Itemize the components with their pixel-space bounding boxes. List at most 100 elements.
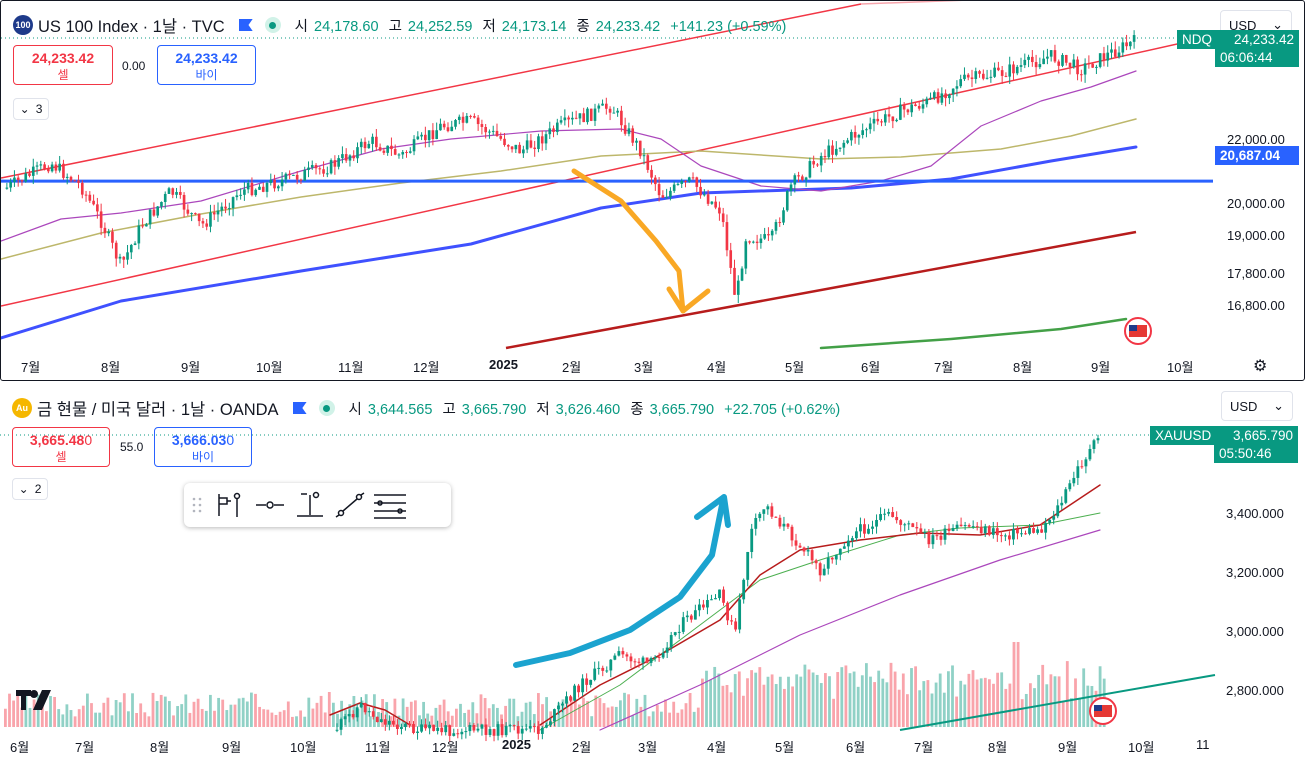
volume-bar bbox=[1029, 683, 1032, 727]
gold-candle-body bbox=[871, 526, 874, 529]
nasdaq-change: +141.23 (+0.59%) bbox=[670, 18, 787, 35]
nasdaq-candle-body bbox=[416, 136, 420, 140]
gold-buy-button[interactable]: 3,666.030 바이 bbox=[154, 427, 252, 467]
volume-bar bbox=[184, 694, 188, 727]
gold-candle-body bbox=[859, 524, 862, 532]
trend-line-tool-icon[interactable] bbox=[330, 487, 370, 523]
gold-candle-body bbox=[1024, 533, 1027, 535]
time-tick-label: 8월 bbox=[150, 740, 170, 755]
volume-bar bbox=[491, 704, 495, 727]
gold-chart-pane[interactable]: Au 금 현물 / 미국 달러 · 1날 · OANDA 시 3,644.565 … bbox=[0, 385, 1305, 762]
volume-bar bbox=[610, 706, 614, 727]
gold-countdown: 05:50:46 bbox=[1214, 444, 1298, 463]
flag-icon[interactable] bbox=[292, 402, 307, 414]
nasdaq-candle-body bbox=[921, 104, 925, 109]
time-tick-label: 3월 bbox=[638, 740, 658, 755]
ohlc-close-label: 종 bbox=[576, 18, 590, 35]
nasdaq-candle-body bbox=[842, 142, 846, 148]
nasdaq-indicators-toggle[interactable]: ⌄ 3 bbox=[13, 98, 49, 120]
settings-gear-icon[interactable]: ⚙ bbox=[1253, 358, 1268, 375]
gold-currency-select[interactable]: USD ⌄ bbox=[1221, 391, 1293, 421]
nasdaq-candle-body bbox=[774, 222, 778, 231]
volume-bar bbox=[910, 668, 913, 727]
volume-bar bbox=[40, 695, 44, 727]
gold-symbol-title[interactable]: 금 현물 / 미국 달러 · 1날 · OANDA bbox=[37, 401, 279, 419]
nasdaq-candle-body bbox=[902, 104, 906, 110]
volume-bar bbox=[668, 712, 671, 727]
volume-bar bbox=[286, 701, 290, 727]
gold-candle-body bbox=[1040, 529, 1044, 533]
nasdaq-candle-body bbox=[729, 250, 733, 268]
gold-candle-body bbox=[633, 661, 637, 663]
nasdaq-candle-body bbox=[88, 194, 92, 201]
long-position-tool-icon[interactable] bbox=[210, 487, 250, 523]
nasdaq-candle-body bbox=[718, 207, 721, 214]
time-tick-label: 11 bbox=[1196, 737, 1210, 752]
volume-bar bbox=[717, 673, 721, 727]
nasdaq-candle-body bbox=[714, 201, 717, 208]
volume-bar bbox=[307, 697, 311, 727]
tradingview-logo[interactable] bbox=[16, 690, 54, 716]
flag-icon[interactable] bbox=[238, 19, 253, 31]
nasdaq-plot-area[interactable] bbox=[1, 1, 1303, 379]
volume-bar bbox=[532, 714, 536, 727]
volume-bar bbox=[590, 716, 594, 727]
gold-plot-area[interactable] bbox=[0, 385, 1305, 762]
volume-bar bbox=[930, 693, 934, 727]
gold-indicators-toggle[interactable]: ⌄ 2 bbox=[12, 478, 48, 500]
nasdaq-candle-body bbox=[838, 147, 842, 149]
nasdaq-candle-body bbox=[163, 193, 167, 202]
vertical-range-tool-icon[interactable] bbox=[290, 487, 330, 523]
cyan-arrow bbox=[513, 502, 725, 668]
nasdaq-candle-body bbox=[767, 234, 770, 236]
gold-sell-button[interactable]: 3,665.480 셀 bbox=[12, 427, 110, 467]
gold-candle-body bbox=[734, 621, 738, 630]
nasdaq-candle-body bbox=[269, 179, 273, 183]
parallel-channel-tool-icon[interactable] bbox=[370, 487, 410, 523]
nasdaq-candle-body bbox=[393, 149, 397, 155]
horizontal-ray-tool-icon[interactable] bbox=[250, 487, 290, 523]
nasdaq-candle-body bbox=[555, 122, 559, 132]
nasdaq-candle-body bbox=[955, 86, 959, 89]
ohlc-low-value: 3,626.460 bbox=[555, 401, 621, 418]
nasdaq-candle-body bbox=[190, 213, 193, 215]
nasdaq-chart-pane[interactable]: 100 US 100 Index · 1날 · TVC 시 24,178.60 고… bbox=[0, 0, 1305, 381]
nasdaq-buy-button[interactable]: 24,233.42 바이 bbox=[157, 45, 256, 85]
volume-bar bbox=[278, 711, 282, 727]
time-tick-label: 3월 bbox=[634, 360, 654, 375]
volume-bar bbox=[578, 704, 581, 727]
volume-bar bbox=[4, 708, 7, 727]
nasdaq-candle-body bbox=[420, 134, 423, 137]
gold-candle-body bbox=[806, 550, 810, 552]
volume-bar bbox=[709, 679, 712, 727]
nasdaq-candle-body bbox=[627, 128, 631, 134]
volume-bar bbox=[405, 706, 409, 727]
gold-candle-body bbox=[714, 598, 717, 600]
gold-last-price-tag: 3,665.790 bbox=[1214, 426, 1298, 445]
nasdaq-sell-button[interactable]: 24,233.42 셀 bbox=[13, 45, 113, 85]
gold-candle-body bbox=[846, 540, 850, 547]
gold-candle-body bbox=[818, 563, 822, 576]
nasdaq-candle-body bbox=[906, 109, 910, 113]
gold-candle-body bbox=[782, 523, 786, 527]
nasdaq-candle-body bbox=[533, 147, 537, 149]
nasdaq-candle-body bbox=[631, 128, 635, 143]
gold-candle-body bbox=[1012, 529, 1015, 540]
nasdaq-symbol-title[interactable]: US 100 Index · 1날 · TVC bbox=[38, 18, 225, 36]
time-tick-label: 7월 bbox=[914, 740, 934, 755]
channel-upper-line bbox=[1, 3, 862, 179]
volume-bar bbox=[811, 672, 815, 727]
volume-bar bbox=[627, 694, 630, 727]
drawing-toolbar[interactable] bbox=[184, 483, 451, 527]
nasdaq-countdown: 06:06:44 bbox=[1215, 48, 1299, 67]
nasdaq-candle-body bbox=[1125, 42, 1128, 47]
volume-bar bbox=[233, 704, 237, 727]
nasdaq-candle-body bbox=[514, 144, 518, 150]
buy-price: 3,666.03 bbox=[171, 432, 227, 448]
gold-change: +22.705 (+0.62%) bbox=[724, 401, 841, 418]
volume-bar bbox=[192, 701, 196, 727]
drag-handle-icon[interactable] bbox=[184, 487, 210, 523]
nasdaq-candle-body bbox=[141, 225, 144, 227]
nasdaq-candle-body bbox=[687, 177, 691, 182]
nasdaq-candle-body bbox=[288, 173, 291, 175]
